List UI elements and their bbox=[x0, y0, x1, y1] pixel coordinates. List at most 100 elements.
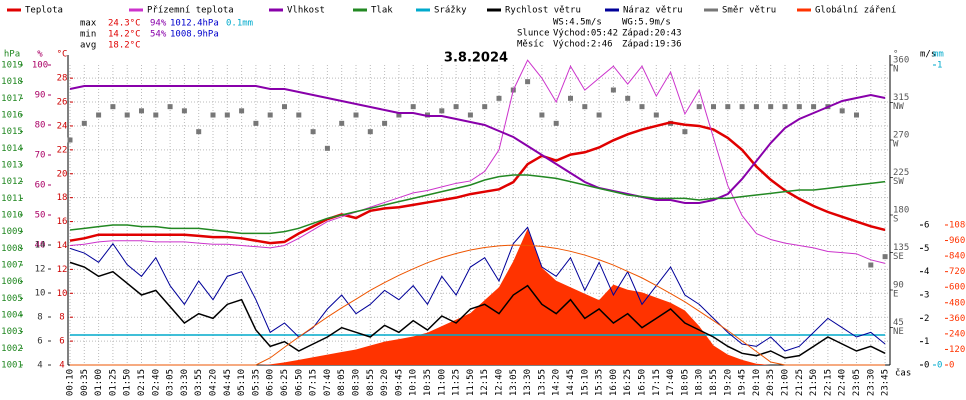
y-tick-label: 6 bbox=[59, 337, 64, 347]
x-tick-label: 14:45 bbox=[566, 369, 576, 396]
x-tick-label: 18:30 bbox=[695, 369, 705, 396]
y-tick-label: 6 bbox=[37, 337, 42, 347]
marker bbox=[496, 95, 502, 101]
x-tick-label: 13:05 bbox=[509, 369, 519, 396]
legend-label: Přízemní teplota bbox=[147, 6, 234, 16]
line bbox=[69, 121, 886, 245]
x-tick-label: 03:30 bbox=[180, 369, 190, 396]
x-tick-label: 04:45 bbox=[223, 369, 233, 396]
x-tick-label: 15:10 bbox=[580, 369, 590, 396]
y-tick-label: 40 bbox=[35, 241, 46, 251]
x-tick-label: 22:40 bbox=[838, 369, 848, 396]
marker bbox=[153, 112, 159, 118]
marker bbox=[868, 262, 874, 268]
y-tick-label: 5 bbox=[924, 244, 929, 254]
y-tick-label: 80 bbox=[35, 121, 46, 131]
y-tick-label: 70 bbox=[35, 151, 46, 161]
marker bbox=[339, 120, 345, 126]
x-tick-label: 11:25 bbox=[452, 369, 462, 396]
marker bbox=[653, 112, 659, 118]
marker bbox=[81, 120, 87, 126]
x-tick-label: 12:40 bbox=[495, 369, 505, 396]
y-tick-label: 14 bbox=[35, 241, 46, 251]
line bbox=[69, 261, 886, 359]
marker bbox=[568, 95, 573, 101]
y-tick-label: 120 bbox=[949, 345, 965, 355]
marker bbox=[639, 104, 645, 110]
x-tick-label: 19:45 bbox=[738, 369, 748, 396]
marker bbox=[110, 104, 116, 110]
line bbox=[69, 85, 886, 204]
x-tick-label: 16:00 bbox=[609, 369, 619, 396]
x-tick-label: 18:05 bbox=[680, 369, 690, 396]
stat-value: 1008.9hPa bbox=[170, 30, 219, 40]
marker bbox=[582, 104, 588, 110]
y-tick-label: NW bbox=[893, 102, 904, 112]
y-tick-label: 28 bbox=[57, 74, 68, 84]
y-tick-label: 1016 bbox=[1, 111, 23, 121]
marker bbox=[96, 112, 102, 118]
marker bbox=[253, 120, 259, 126]
y-tick-label: 10 bbox=[35, 289, 46, 299]
legend-label: Globální záření bbox=[815, 6, 896, 16]
y-tick-label: 60 bbox=[35, 181, 46, 191]
x-tick-label: 21:25 bbox=[795, 369, 805, 396]
chart-title: 3.8.2024 bbox=[444, 51, 508, 66]
marker bbox=[682, 129, 688, 135]
axis-unit: ° bbox=[893, 50, 898, 60]
y-tick-label: 360 bbox=[893, 56, 909, 66]
y-tick-label: 1002 bbox=[1, 344, 23, 354]
marker bbox=[453, 104, 459, 110]
marker bbox=[854, 112, 859, 118]
legend-label: Vlhkost bbox=[287, 6, 325, 16]
moon-label: Měsíc bbox=[517, 40, 544, 50]
x-tick-label: 06:25 bbox=[280, 369, 290, 396]
axis-unit: % bbox=[37, 50, 43, 60]
stat-value: 54% bbox=[150, 30, 167, 40]
y-tick-label: 22 bbox=[57, 145, 68, 155]
marker bbox=[324, 145, 330, 151]
marker bbox=[367, 129, 373, 135]
x-tick-label: 23:45 bbox=[881, 369, 891, 396]
marker bbox=[610, 87, 616, 93]
y-tick-label: 2 bbox=[924, 314, 929, 324]
stat-value: 0.1mm bbox=[226, 19, 253, 29]
y-tick-label: SE bbox=[893, 252, 904, 262]
y-tick-label: 24 bbox=[57, 121, 68, 131]
y-tick-label: 0 bbox=[949, 361, 954, 371]
moon-set: Západ:19:36 bbox=[622, 40, 682, 50]
legend-label: Teplota bbox=[25, 6, 63, 16]
y-tick-label: 45 bbox=[893, 318, 904, 328]
x-tick-label: 19:20 bbox=[723, 369, 733, 396]
moon-rise: Východ:2:46 bbox=[553, 40, 613, 50]
y-tick-label: NE bbox=[893, 327, 904, 337]
marker bbox=[353, 112, 359, 118]
y-tick-label: 480 bbox=[949, 298, 965, 308]
x-tick-label: 08:30 bbox=[352, 369, 362, 396]
y-tick-label: N bbox=[893, 65, 898, 75]
x-tick-label: 08:05 bbox=[337, 369, 347, 396]
x-tick-label: 18:55 bbox=[709, 369, 719, 396]
y-tick-label: 26 bbox=[57, 98, 68, 108]
marker bbox=[782, 104, 788, 110]
marker bbox=[267, 112, 273, 118]
x-tick-label: 21:00 bbox=[781, 369, 791, 396]
x-tick-label: 12:15 bbox=[480, 369, 490, 396]
stat-value: 14.2°C bbox=[108, 30, 141, 40]
y-tick-label: 1001 bbox=[1, 361, 23, 371]
marker bbox=[181, 108, 187, 114]
y-tick-label: 600 bbox=[949, 283, 965, 293]
y-tick-label: 90 bbox=[893, 281, 904, 291]
x-tick-label: 23:05 bbox=[852, 369, 862, 396]
y-tick-label: 14 bbox=[57, 241, 68, 251]
y-tick-label: 1080 bbox=[949, 220, 966, 230]
x-tick-label: 16:25 bbox=[623, 369, 633, 396]
y-tick-label: 270 bbox=[893, 131, 909, 141]
legend-label: Rychlost větru bbox=[505, 6, 581, 16]
marker bbox=[539, 112, 545, 118]
sun-set: Západ:20:43 bbox=[622, 29, 682, 39]
x-axis-label: čas bbox=[895, 368, 911, 379]
line bbox=[69, 59, 886, 264]
y-tick-label: 1006 bbox=[1, 277, 23, 287]
y-tick-label: 1013 bbox=[1, 161, 23, 171]
